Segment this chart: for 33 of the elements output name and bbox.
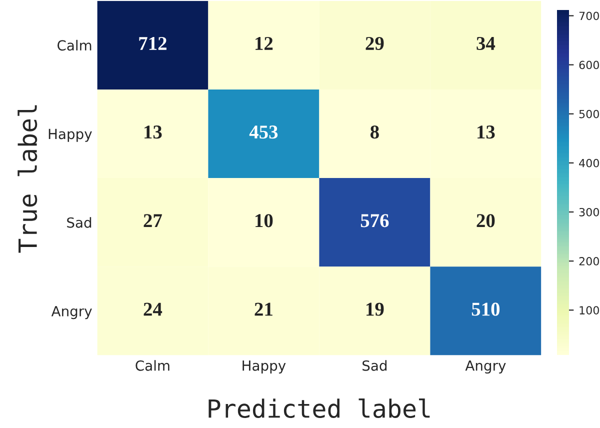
color-bar-label: 100	[580, 306, 599, 314]
y-tick-label: Calm	[58, 40, 92, 51]
data-label: 8	[370, 125, 379, 139]
x-tick-label: Calm	[136, 360, 170, 371]
y-tick-label: Happy	[48, 128, 92, 142]
color-bar-label: 200	[579, 257, 599, 266]
data-label: 20	[476, 214, 495, 228]
data-label: 27	[144, 214, 162, 228]
color-bar-label: 400	[579, 158, 599, 168]
x-tick-label: Sad	[362, 360, 387, 371]
data-label: 712	[139, 36, 166, 50]
x-axis-title: Predicted label	[208, 398, 430, 418]
x-tick-label: Happy	[242, 360, 286, 374]
data-label: 10	[256, 214, 273, 228]
y-tick-label: Angry	[51, 306, 92, 320]
data-label: 13	[144, 126, 162, 139]
data-label: 21	[254, 302, 272, 316]
color-bar-label: 500	[579, 110, 599, 118]
data-label: 13	[478, 126, 495, 139]
data-label: 24	[144, 302, 162, 316]
color-bar-label: 700	[579, 12, 599, 20]
data-label: 29	[366, 36, 384, 50]
color-bar-label: 300	[579, 208, 599, 216]
data-label: 34	[476, 36, 496, 50]
data-label: 453	[249, 126, 278, 139]
color-bar-label: 600	[579, 60, 599, 70]
y-axis-title: True label	[18, 105, 38, 253]
data-label: 510	[472, 302, 500, 316]
data-label: 12	[256, 36, 273, 50]
data-label: 19	[366, 302, 384, 316]
x-tick-label: Angry	[465, 360, 506, 374]
data-label: 576	[360, 214, 389, 228]
y-tick-label: Sad	[67, 217, 92, 228]
